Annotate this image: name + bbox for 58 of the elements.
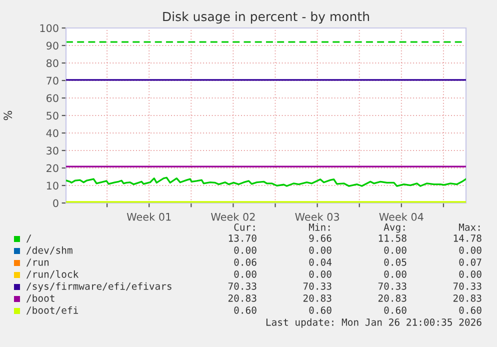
text: 0.00 [384, 246, 406, 254]
text: 70.33 [453, 282, 482, 290]
text: 0.05 [384, 258, 406, 266]
text: 0.00 [459, 270, 482, 278]
y-tick-label: 70 [46, 76, 58, 85]
y-tick-label: 60 [46, 94, 58, 102]
text: 20.83 [378, 294, 406, 302]
text: 0.60 [309, 306, 332, 314]
text: Max: [458, 224, 480, 231]
x-tick-label: Week 03 [295, 212, 340, 221]
text: 0.07 [459, 258, 482, 266]
text: 0.60 [459, 306, 482, 314]
y-tick-label: 30 [46, 146, 58, 155]
legend-label: /run/lock [26, 270, 79, 279]
x-tick-label: Week 04 [379, 212, 424, 221]
text: 0.60 [384, 306, 406, 314]
text: Last update: Mon Jan 26 21:00:35 2026 [266, 318, 482, 328]
text: 13.70 [228, 234, 256, 242]
y-tick-label: 100 [40, 24, 58, 32]
legend-label: /boot/efi [26, 306, 78, 315]
text: 14.78 [454, 234, 482, 242]
text: 20.83 [303, 294, 332, 302]
y-tick-label: 80 [46, 59, 58, 68]
legend-label: /run [26, 258, 49, 267]
line-series [66, 176, 466, 187]
text: 0.00 [234, 246, 256, 254]
text: Min: [308, 223, 330, 231]
y-tick-label: 10 [46, 182, 58, 190]
y-axis-title: % [4, 110, 12, 120]
text: 9.66 [309, 234, 332, 242]
text: 0.04 [309, 258, 332, 266]
legend-label: /sys/firmware/efi/efivars [26, 282, 172, 292]
text: 0.60 [234, 306, 256, 314]
text: Avg: [384, 224, 405, 233]
x-tick-label: Week 02 [211, 212, 255, 221]
legend-label: /boot [26, 294, 54, 303]
legend-label: /dev/shm [26, 246, 72, 255]
chart-title: Disk usage in percent - by month [163, 12, 369, 24]
y-tick-label: 20 [46, 164, 58, 172]
text: 0.00 [309, 270, 332, 278]
y-tick-label: 50 [46, 112, 58, 120]
x-tick-label: Week 01 [126, 212, 171, 221]
y-tick-label: 40 [46, 129, 58, 138]
text: 70.33 [378, 282, 406, 290]
text: 20.83 [453, 294, 482, 302]
text: 0.00 [309, 246, 332, 254]
y-tick-label: 90 [46, 42, 58, 50]
y-tick-label: 0 [53, 199, 58, 208]
text: 0.00 [234, 270, 256, 278]
text: 70.33 [303, 282, 332, 290]
legend-label: / [26, 234, 32, 243]
text: 70.33 [228, 282, 256, 290]
text: Cur: [234, 223, 255, 231]
text: 0.06 [234, 258, 256, 266]
text: 11.58 [378, 234, 406, 242]
text: 20.83 [228, 294, 256, 302]
text: 0.00 [384, 270, 406, 278]
text: 0.00 [459, 246, 482, 254]
